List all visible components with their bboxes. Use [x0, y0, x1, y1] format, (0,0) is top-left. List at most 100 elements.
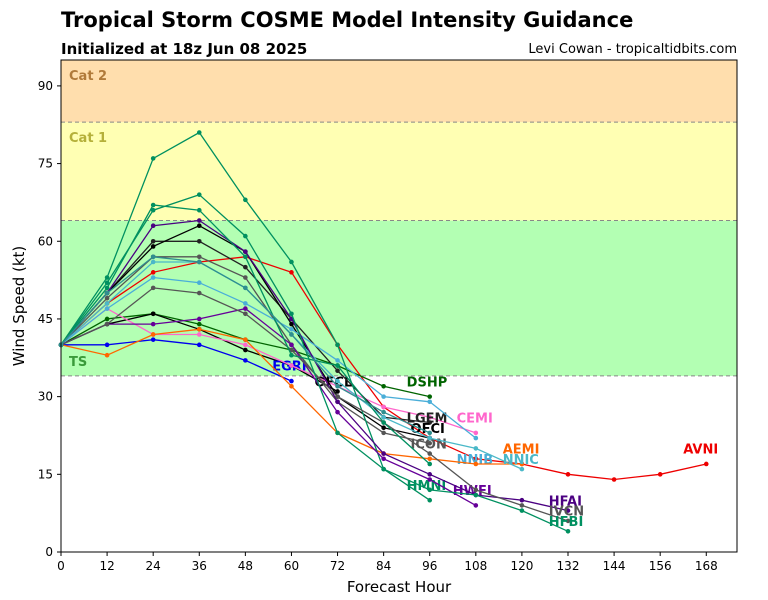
x-tick-label: 108: [464, 559, 487, 573]
data-point: [150, 270, 156, 275]
chart-title: Tropical Storm COSME Model Intensity Gui…: [61, 8, 634, 32]
data-point: [427, 420, 433, 425]
data-point: [427, 451, 433, 456]
data-point: [104, 342, 110, 348]
series-line-hwfi: [60, 307, 477, 506]
y-tick-label: 15: [38, 467, 53, 481]
series-label-hfbi: HFBI: [549, 515, 584, 530]
data-point: [289, 342, 294, 348]
data-point: [519, 508, 525, 513]
data-point: [381, 409, 386, 415]
data-point: [427, 497, 433, 503]
x-tick-label: 84: [376, 559, 391, 573]
data-point: [243, 337, 248, 342]
data-point: [196, 207, 202, 213]
data-point: [427, 394, 433, 399]
data-point: [565, 472, 571, 477]
data-point: [289, 332, 294, 337]
data-point: [196, 290, 202, 296]
data-point: [381, 466, 386, 472]
data-point: [150, 238, 156, 244]
data-point: [427, 399, 433, 405]
data-point: [150, 156, 156, 161]
data-point: [519, 497, 525, 503]
x-tick-label: 156: [649, 559, 672, 573]
data-point: [335, 389, 340, 394]
data-point: [104, 316, 110, 322]
data-point: [381, 430, 386, 436]
data-point: [335, 383, 340, 389]
data-point: [427, 435, 433, 441]
plot-frame: [60, 59, 738, 553]
series-line-hfbi: [60, 193, 569, 532]
data-point: [196, 254, 202, 260]
band-label: Cat 1: [69, 131, 107, 146]
data-point: [150, 244, 156, 249]
data-point: [381, 404, 386, 410]
data-point: [196, 316, 202, 322]
x-tick-label: 120: [510, 559, 533, 573]
series-label-ofcl: OFCL: [315, 375, 353, 390]
data-point: [427, 461, 433, 467]
data-point: [427, 456, 433, 462]
series-label-nnic: NNIC: [503, 453, 539, 468]
x-tick-label: 12: [99, 559, 114, 573]
data-point: [243, 249, 248, 254]
series-label-egri: EGRI: [272, 360, 306, 375]
data-point: [427, 472, 433, 477]
data-point: [335, 399, 340, 405]
data-point: [150, 275, 156, 280]
x-tick-label: 72: [330, 559, 345, 573]
data-point: [243, 264, 248, 270]
series-label-ivcn: IVCN: [549, 505, 584, 520]
data-point: [473, 456, 479, 462]
data-point: [150, 337, 156, 342]
x-tick-label: 144: [603, 559, 626, 573]
band-ts: [61, 220, 737, 376]
data-point: [243, 347, 248, 353]
data-point: [381, 451, 386, 456]
data-point: [289, 383, 294, 389]
data-point: [243, 358, 248, 363]
data-point: [150, 254, 156, 260]
data-point: [427, 430, 433, 436]
data-point: [381, 415, 386, 420]
data-point: [289, 311, 294, 317]
data-point: [289, 327, 294, 332]
data-point: [150, 332, 156, 337]
data-point: [243, 311, 248, 317]
x-tick-label: 60: [284, 559, 299, 573]
x-tick-label: 0: [57, 559, 65, 573]
x-tick-label: 48: [238, 559, 253, 573]
data-point: [381, 394, 386, 399]
y-tick-label: 45: [38, 312, 53, 326]
data-point: [196, 321, 202, 327]
chart-subtitle: Initialized at 18z Jun 08 2025: [61, 40, 308, 58]
data-point: [150, 202, 156, 208]
data-point: [335, 394, 340, 399]
data-point: [196, 130, 202, 135]
data-point: [335, 342, 340, 348]
data-point: [381, 383, 386, 389]
x-tick-label: 168: [695, 559, 718, 573]
series-label-cemi: CEMI: [457, 412, 493, 427]
series-label-avni: AVNI: [683, 443, 718, 458]
data-point: [196, 238, 202, 244]
data-point: [473, 435, 479, 441]
data-point: [519, 466, 525, 472]
series-label-aemi: AEMI: [503, 443, 540, 458]
data-point: [150, 285, 156, 291]
series-line-nnib: [60, 276, 477, 439]
series-line-egri: [61, 339, 292, 382]
data-point: [196, 192, 202, 197]
data-point: [565, 508, 571, 513]
data-point: [104, 321, 110, 327]
y-tick-label: 0: [45, 545, 53, 559]
data-point: [150, 223, 156, 229]
data-point: [611, 477, 617, 482]
data-point: [519, 503, 525, 508]
data-point: [104, 285, 110, 291]
data-point: [196, 280, 202, 285]
data-point: [196, 342, 202, 348]
